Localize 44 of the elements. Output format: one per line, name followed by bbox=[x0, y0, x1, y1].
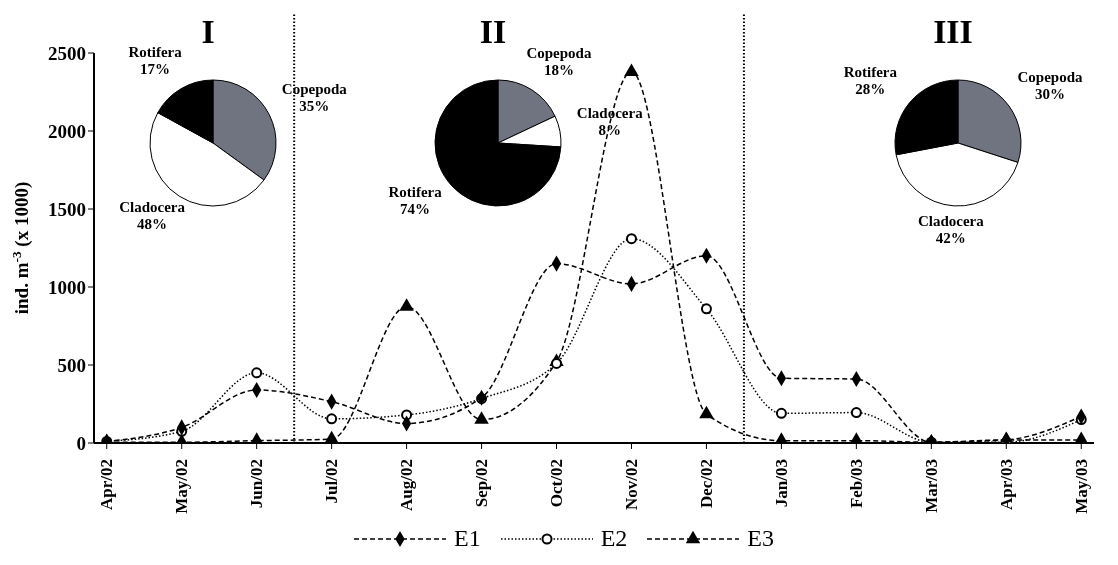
data-label: 18% bbox=[543, 62, 574, 79]
y-tick-label: 0 bbox=[76, 432, 86, 454]
legend-label: E1 bbox=[453, 525, 481, 552]
slice-label: Rotifera bbox=[843, 63, 898, 80]
data-label: 35% bbox=[299, 97, 330, 114]
x-tick-label: Jan/03 bbox=[771, 459, 791, 508]
data-label: 28% bbox=[855, 80, 886, 97]
x-tick-label: May/03 bbox=[1071, 459, 1091, 514]
x-tick-label: Dec/02 bbox=[696, 459, 716, 509]
data-label: 42% bbox=[935, 229, 966, 246]
x-tick-label: Nov/02 bbox=[621, 459, 641, 510]
data-label: 74% bbox=[400, 201, 431, 218]
x-tick-label: Apr/02 bbox=[97, 459, 117, 510]
x-tick-label: Mar/03 bbox=[921, 459, 941, 513]
x-tick-label: Oct/02 bbox=[547, 459, 567, 508]
slice-label: Cladocera bbox=[119, 198, 186, 215]
y-tick-label: 2000 bbox=[48, 120, 86, 142]
legend-label: E3 bbox=[747, 525, 774, 552]
chart-title: I bbox=[201, 13, 215, 50]
data-label: 30% bbox=[1035, 85, 1066, 102]
y-tick-label: 1500 bbox=[48, 198, 86, 220]
slice-label: Cladocera bbox=[917, 212, 985, 229]
x-tick-label: Apr/03 bbox=[996, 459, 1016, 510]
data-label: 17% bbox=[140, 60, 171, 77]
slice-label: Rotifera bbox=[128, 43, 183, 60]
data-label: 8% bbox=[598, 121, 621, 138]
y-tick-label: 2500 bbox=[48, 42, 86, 64]
x-tick-label: Jul/02 bbox=[322, 459, 342, 504]
chart-title: III bbox=[932, 13, 974, 50]
x-tick-label: May/02 bbox=[172, 459, 192, 514]
y-tick-label: 1000 bbox=[48, 276, 86, 298]
x-tick-label: Jun/02 bbox=[247, 459, 267, 509]
legend-label: E2 bbox=[600, 525, 628, 552]
slice-label: Rotifera bbox=[388, 184, 443, 201]
slice-label: Copepoda bbox=[526, 45, 592, 62]
slice-label: Copepoda bbox=[1017, 68, 1084, 85]
x-tick-label: Aug/02 bbox=[397, 459, 417, 511]
chart-title: II bbox=[479, 13, 507, 50]
data-label: 48% bbox=[137, 215, 168, 232]
y-tick-label: 500 bbox=[57, 354, 86, 376]
slice-label: Cladocera bbox=[576, 104, 644, 121]
x-tick-label: Feb/03 bbox=[846, 459, 866, 509]
x-tick-label: Sep/02 bbox=[472, 459, 492, 508]
slice-label: Copepoda bbox=[281, 80, 348, 97]
